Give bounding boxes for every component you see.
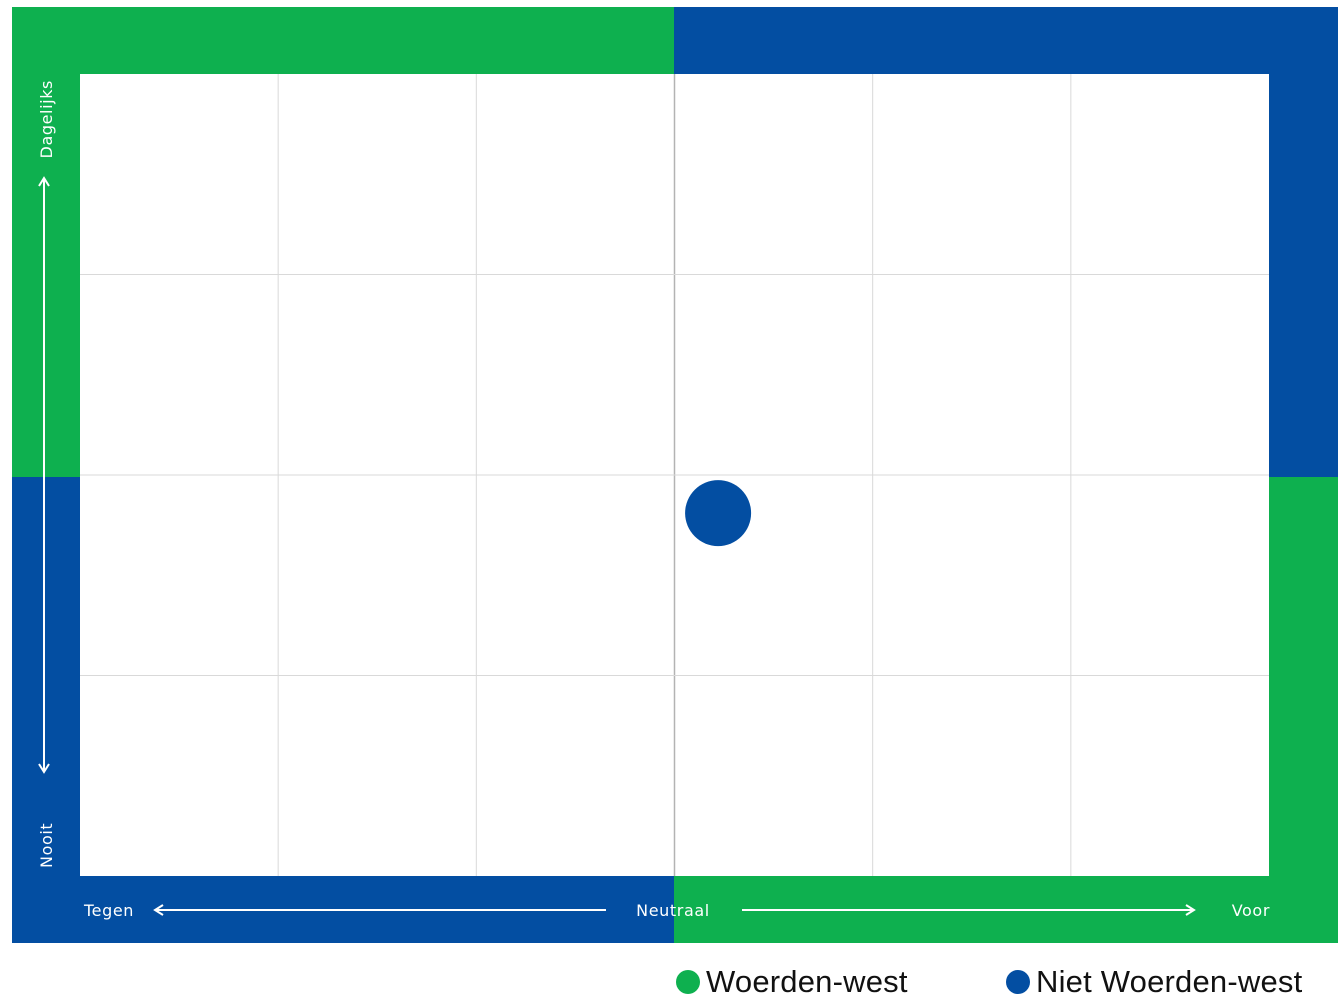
legend-2: Niet Woerden-west [1006,960,1302,1004]
x-axis-right-label: Voor [1232,901,1270,920]
legend: Woerden-west [676,960,908,1004]
y-axis-bottom-label: Nooit [37,823,56,868]
gridlines [80,74,1269,876]
y-axis-up-arrow [38,176,50,774]
x-axis-left-arrow [153,904,606,916]
data-points [685,480,752,547]
legend-label: Woerden-west [706,964,908,999]
x-axis-right-arrow [742,904,1196,916]
legend-item-niet-woerden-west: Niet Woerden-west [1006,964,1302,1000]
legend-blue-dot-icon [1006,970,1030,994]
data-point [685,480,752,547]
x-axis-left-label: Tegen [83,901,134,920]
x-axis-center-label: Neutraal [636,901,710,920]
legend-item-woerden-west: Woerden-west [676,964,908,1000]
legend-label: Niet Woerden-west [1036,964,1303,999]
legend-green-dot-icon [676,970,700,994]
y-axis-top-label: Dagelijks [37,80,56,158]
